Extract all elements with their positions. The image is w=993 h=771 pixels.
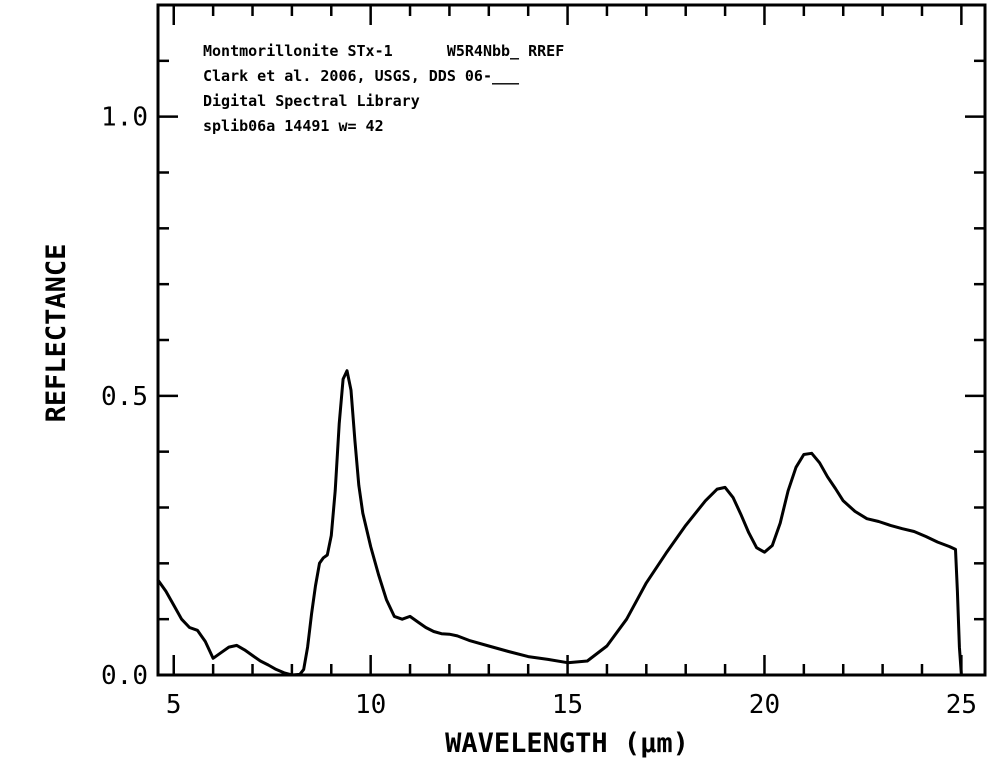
ticks-layer <box>158 5 985 677</box>
plot-frame <box>156 3 987 677</box>
annotation-line-3: Digital Spectral Library <box>203 92 420 110</box>
y-tick-label: 0.0 <box>101 661 148 691</box>
x-tick-label: 15 <box>552 690 583 720</box>
x-tick-label: 20 <box>749 690 780 720</box>
x-tick-label: 25 <box>946 690 977 720</box>
series-layer <box>156 369 963 677</box>
y-tick-label: 0.5 <box>101 382 148 412</box>
y-axis-label: REFLECTANCE <box>41 244 72 423</box>
labels-layer: 5 10 15 20 25 0.0 0.5 1.0 <box>101 103 977 720</box>
annotation-line-4: splib06a 14491 w= 42 <box>203 117 384 135</box>
annotation-line-2: Clark et al. 2006, USGS, DDS 06-___ <box>203 67 520 85</box>
x-tick-label: 5 <box>166 690 182 720</box>
x-axis-label: WAVELENGTH (μm) <box>445 728 689 759</box>
annotation-block: Montmorillonite STx-1 W5R4Nbb_ RREF Clar… <box>203 42 564 135</box>
annotation-line-1: Montmorillonite STx-1 W5R4Nbb_ RREF <box>203 42 564 60</box>
x-tick-label: 10 <box>355 690 386 720</box>
y-tick-label: 1.0 <box>101 103 148 133</box>
spectrum-line <box>156 369 963 677</box>
